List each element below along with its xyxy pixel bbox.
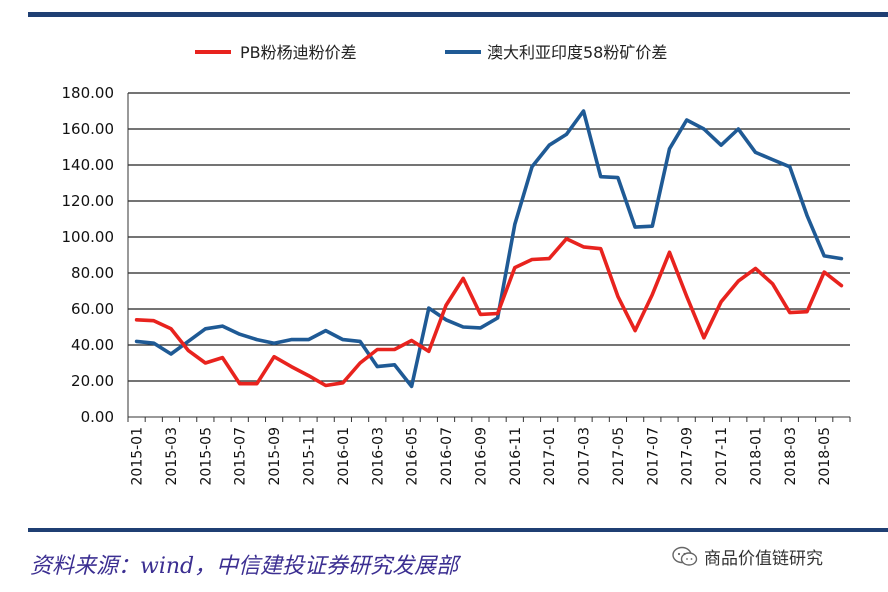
y-tick-label: 140.00 [62, 156, 115, 174]
line-chart: PB粉杨迪粉价差 澳大利亚印度58粉矿价差 0.00 20.00 40.00 60.00… [62, 43, 851, 486]
y-tick-label: 60.00 [71, 300, 114, 318]
x-tick-label: 2016-11 [508, 427, 524, 486]
x-tick-label: 2017-05 [611, 427, 627, 486]
x-tick-label: 2018-05 [817, 427, 833, 486]
legend: PB粉杨迪粉价差 澳大利亚印度58粉矿价差 [195, 43, 667, 62]
x-tick-label: 2016-05 [405, 427, 421, 486]
x-tick-label: 2018-01 [748, 427, 764, 486]
x-tick-labels: 2015-01 2015-03 2015-05 2015-07 2015-09 2015-… [130, 427, 834, 486]
wechat-badge: 商品价值链研究 [672, 544, 823, 569]
series-lines [134, 109, 844, 389]
legend-label: PB粉杨迪粉价差 [240, 43, 357, 62]
legend-label: 澳大利亚印度58粉矿价差 [487, 43, 667, 62]
y-tick-label: 0.00 [81, 408, 114, 426]
y-tick-label: 120.00 [62, 192, 115, 210]
y-tick-label: 80.00 [71, 264, 114, 282]
x-tick-label: 2018-03 [783, 427, 799, 486]
x-tick-label: 2017-11 [714, 427, 730, 486]
y-tick-label: 100.00 [62, 228, 115, 246]
x-tick-label: 2015-03 [164, 427, 180, 486]
x-tick-label: 2017-07 [645, 427, 661, 486]
x-tick-label: 2015-05 [198, 427, 214, 486]
x-tick-label: 2015-01 [130, 427, 146, 486]
y-tick-label: 160.00 [62, 120, 115, 138]
x-tick-label: 2017-01 [542, 427, 558, 486]
x-tick-label: 2017-03 [577, 427, 593, 486]
series-line-australia-india-spread [134, 109, 844, 389]
y-tick-label: 20.00 [71, 372, 114, 390]
wechat-icon [672, 546, 698, 566]
y-tick-label: 40.00 [71, 336, 114, 354]
x-tick-label: 2016-03 [370, 427, 386, 486]
x-tick-label: 2017-09 [680, 427, 696, 486]
grid-lines [128, 92, 850, 382]
y-tick-label: 180.00 [62, 84, 115, 102]
series-line-pb-yandi-spread [134, 237, 844, 388]
x-tick-label: 2016-07 [439, 427, 455, 486]
top-accent-bar [28, 12, 888, 17]
source-note: 资料来源：wind，中信建投证券研究发展部 [30, 554, 459, 579]
axes [127, 93, 851, 422]
bottom-accent-bar [28, 528, 888, 532]
x-tick-label: 2016-01 [336, 427, 352, 486]
y-tick-labels: 0.00 20.00 40.00 60.00 80.00 100.00 120.00 140.… [62, 84, 115, 426]
wechat-account-name: 商品价值链研究 [704, 549, 823, 569]
x-tick-label: 2015-09 [267, 427, 283, 486]
x-tick-label: 2015-11 [302, 427, 318, 486]
x-tick-label: 2016-09 [473, 427, 489, 486]
x-tick-label: 2015-07 [233, 427, 249, 486]
